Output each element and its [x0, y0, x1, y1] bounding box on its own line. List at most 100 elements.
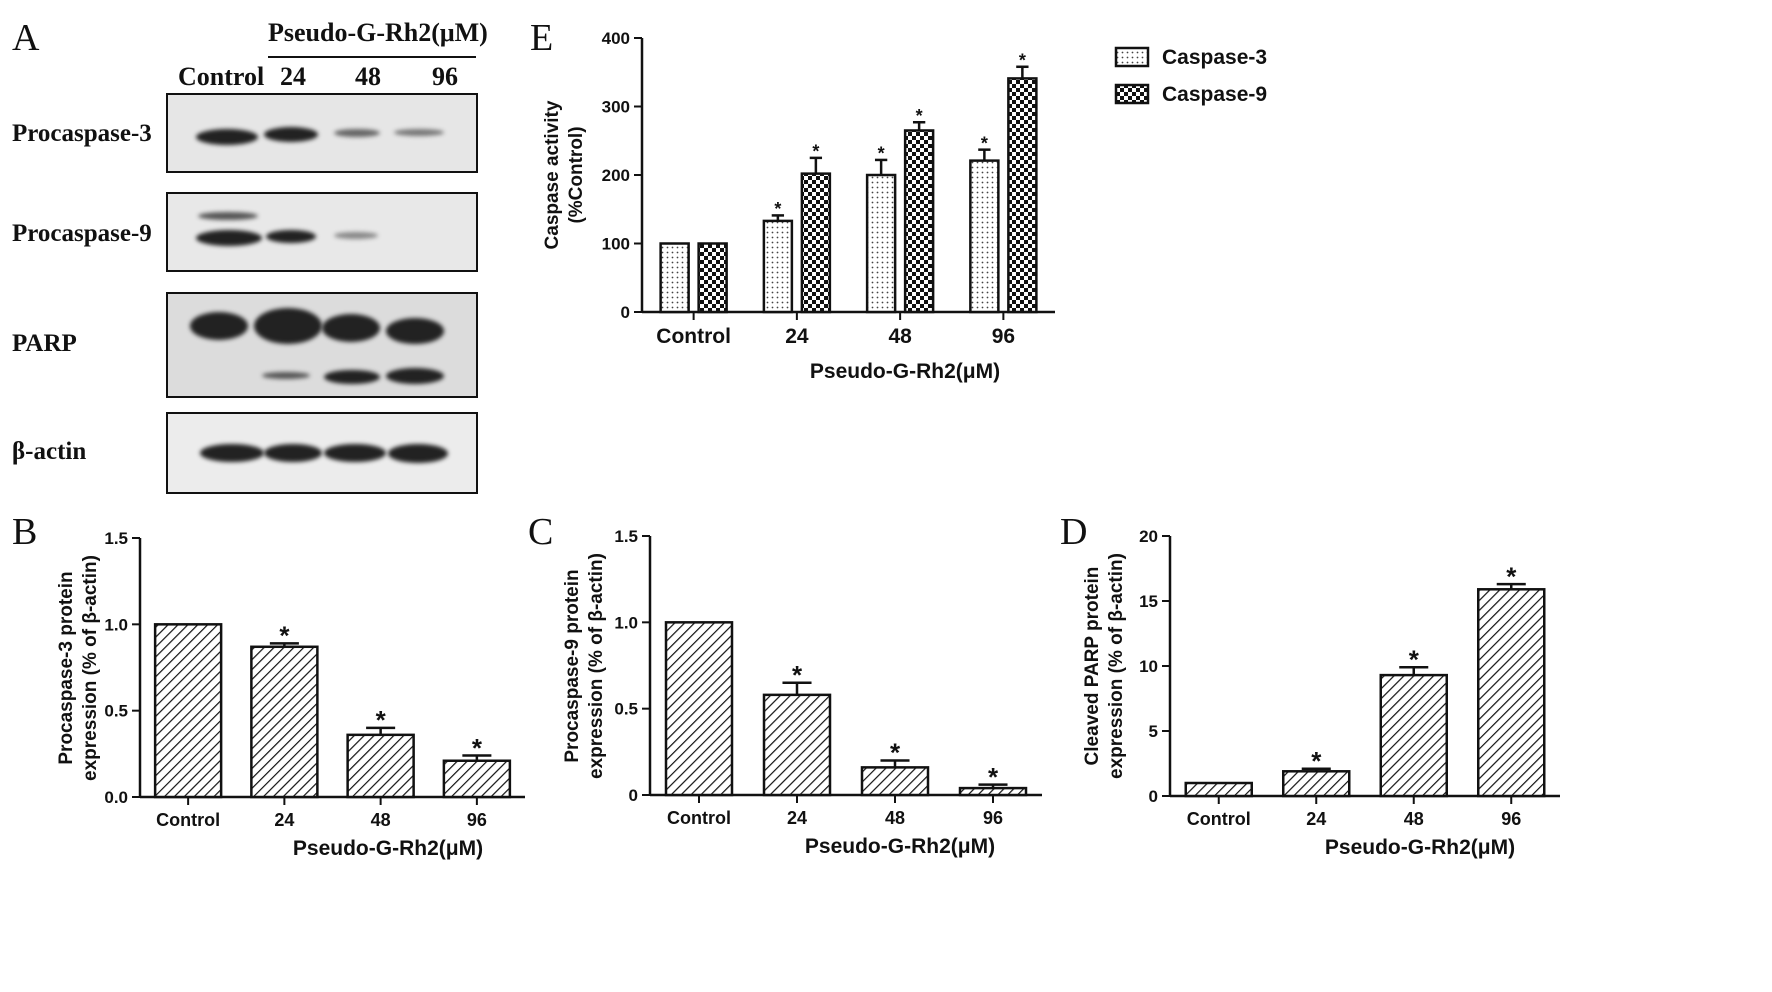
y-axis-label: expression (% of β-actin)	[586, 553, 607, 779]
blot-band	[386, 318, 444, 344]
bar	[1379, 673, 1448, 798]
blot-procaspase-9	[166, 192, 478, 272]
blot-band	[394, 129, 444, 136]
y-axis-label: Procaspase-9 protein	[562, 569, 583, 762]
significance-star: *	[1506, 561, 1517, 591]
legend-swatch	[1114, 46, 1150, 68]
blot-band	[386, 368, 444, 384]
y-tick-label: 100	[602, 235, 630, 254]
blot-band	[190, 312, 248, 340]
y-axis-label: (%Control)	[566, 126, 587, 223]
x-tick-label: 24	[1306, 809, 1326, 829]
x-tick-label: 24	[787, 808, 807, 828]
blot-treatment-header: Pseudo-G-Rh2(μM)	[268, 18, 488, 47]
y-axis-label: Procaspase-3 protein	[56, 571, 77, 764]
y-tick-label: 0	[621, 303, 630, 322]
legend-swatch	[1114, 83, 1150, 105]
x-tick-label: Control	[1187, 809, 1251, 829]
blot-band	[334, 129, 380, 137]
bar	[762, 219, 794, 314]
blot-header-line	[268, 56, 476, 58]
x-tick-label: Control	[156, 810, 220, 830]
y-tick-label: 15	[1139, 592, 1158, 611]
x-tick-label: 24	[274, 810, 294, 830]
blot-band	[198, 212, 258, 220]
significance-star: *	[1409, 645, 1420, 675]
y-tick-label: 5	[1149, 722, 1158, 741]
significance-star: *	[472, 733, 483, 763]
blot-row-label: Procaspase-3	[12, 120, 152, 147]
y-axis-label: Caspase activity	[542, 100, 563, 249]
blot-band	[196, 129, 258, 145]
significance-star: *	[812, 141, 819, 161]
bar	[697, 242, 728, 314]
bar	[1477, 588, 1546, 798]
x-tick-label: 48	[371, 810, 391, 830]
blot-lane-label: Control	[178, 62, 265, 91]
blot-band	[264, 127, 318, 142]
bar	[442, 759, 512, 799]
panel-letter-d: D	[1060, 511, 1088, 553]
blot-lane-label: 24	[280, 62, 306, 91]
bar	[1184, 781, 1253, 798]
x-tick-label: 24	[785, 325, 809, 348]
blot-band	[264, 444, 322, 462]
bar	[969, 159, 1000, 314]
y-tick-label: 0.5	[614, 700, 638, 719]
panel-letter-b: B	[12, 511, 38, 553]
x-tick-label: 48	[1404, 809, 1424, 829]
significance-star: *	[988, 762, 999, 792]
blot-band	[262, 372, 310, 379]
bar	[153, 623, 223, 799]
y-axis-label: expression (% of β-actin)	[80, 555, 101, 781]
y-tick-label: 1.5	[104, 529, 128, 548]
blot-row-label: Procaspase-9	[12, 220, 152, 247]
x-tick-label: 48	[888, 325, 912, 348]
y-tick-label: 10	[1139, 657, 1158, 676]
blot-procaspase-3	[166, 93, 478, 173]
y-tick-label: 1.5	[614, 527, 638, 546]
blot-band	[324, 444, 386, 462]
panel-letter-a: A	[12, 17, 40, 59]
x-axis-label: Pseudo-G-Rh2(μM)	[1325, 836, 1515, 859]
significance-star: *	[1311, 746, 1322, 776]
blot-band	[324, 370, 380, 384]
y-axis-label: expression (% of β-actin)	[1106, 553, 1127, 779]
x-axis-label: Pseudo-G-Rh2(μM)	[293, 837, 483, 860]
legend-label: Caspase-9	[1162, 83, 1267, 106]
blot-beta-actin	[166, 412, 478, 494]
bar	[664, 621, 734, 797]
bar	[865, 173, 897, 314]
y-tick-label: 0	[1149, 787, 1158, 806]
bar	[1007, 77, 1038, 314]
x-tick-label: Control	[656, 325, 731, 348]
blot-lane-label: 96	[432, 62, 458, 91]
legend-label: Caspase-3	[1162, 46, 1267, 69]
y-axis-label: Cleaved PARP protein	[1082, 567, 1103, 766]
blot-band	[334, 232, 378, 239]
bar	[762, 693, 832, 797]
bar	[659, 242, 690, 314]
blot-lane-label: 48	[355, 62, 381, 91]
blot-band	[388, 444, 448, 463]
y-tick-label: 0	[629, 786, 638, 805]
bar	[346, 733, 415, 799]
x-axis-label: Pseudo-G-Rh2(μM)	[810, 360, 1000, 383]
significance-star: *	[890, 738, 901, 768]
y-tick-label: 0.0	[104, 788, 128, 807]
x-tick-label: 96	[992, 325, 1015, 348]
blot-band	[254, 308, 322, 344]
x-axis-label: Pseudo-G-Rh2(μM)	[805, 835, 995, 858]
significance-star: *	[279, 621, 290, 651]
blot-parp	[166, 292, 478, 398]
y-tick-label: 0.5	[104, 702, 128, 721]
y-tick-label: 300	[602, 98, 630, 117]
significance-star: *	[878, 144, 885, 164]
y-tick-label: 1.0	[614, 613, 638, 632]
y-tick-label: 1.0	[104, 615, 128, 634]
x-tick-label: 96	[983, 808, 1003, 828]
blot-band	[196, 230, 262, 246]
blot-band	[266, 230, 316, 243]
significance-star: *	[916, 106, 923, 126]
